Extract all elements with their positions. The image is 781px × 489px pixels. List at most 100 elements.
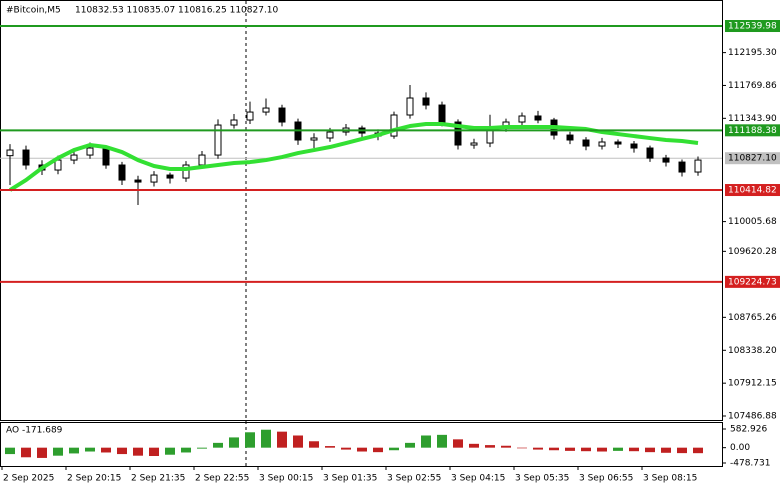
ao-bar <box>101 447 111 453</box>
level-label: 112539.98 <box>728 22 777 32</box>
ao-bar <box>453 439 463 448</box>
candle-body <box>326 131 334 139</box>
candle-body <box>518 115 526 123</box>
y-tick-label: 108338.20 <box>728 346 777 356</box>
ao-bar <box>261 429 271 448</box>
ao-bar <box>645 447 655 453</box>
ao-bar <box>69 447 79 454</box>
ao-bar <box>165 447 175 455</box>
ao-tick-label: -478.731 <box>730 459 770 469</box>
ao-bar <box>533 447 543 450</box>
candle-body <box>694 159 702 173</box>
level-label: 109224.73 <box>728 277 777 287</box>
ao-bar <box>485 445 495 448</box>
candle-body <box>310 137 318 141</box>
ao-bar <box>309 441 319 448</box>
candle-body <box>198 154 206 166</box>
candle-body <box>230 119 238 126</box>
candle-body <box>182 164 190 179</box>
symbol: #Bitcoin,M5 <box>6 6 61 16</box>
ao-bar <box>437 434 447 448</box>
level-label: 111188.38 <box>728 126 777 136</box>
ao-bar <box>181 447 191 453</box>
ao-bar <box>5 447 15 455</box>
ao-bar <box>693 447 703 454</box>
ao-bar <box>21 447 31 458</box>
level-label-bg <box>725 275 780 288</box>
candle-body <box>566 134 574 141</box>
ao-bar <box>213 442 223 448</box>
ao-bar <box>565 447 575 451</box>
ao-frame <box>0 422 723 467</box>
candle-body <box>582 139 590 147</box>
ao-bar <box>85 447 95 452</box>
ao-tick-label: 582.926 <box>730 424 767 434</box>
y-tick-label: 110005.68 <box>728 217 777 227</box>
ao-bar <box>373 447 383 453</box>
candle-body <box>6 149 14 157</box>
ao-bar <box>677 447 687 454</box>
ao-bar <box>293 435 303 448</box>
candle-body <box>630 143 638 149</box>
ao-bar <box>325 446 335 448</box>
candle-body <box>278 107 286 123</box>
ao-bar <box>629 447 639 452</box>
candle-body <box>214 124 222 156</box>
y-tick-label: 108765.26 <box>728 313 777 323</box>
current-label: 110827.10 <box>728 154 777 164</box>
candle-body <box>454 121 462 146</box>
x-tick-label: 2 Sep 2025 <box>3 474 54 484</box>
candle-body <box>438 104 446 123</box>
current-label-bg <box>725 152 780 165</box>
ao-bar <box>581 447 591 452</box>
ao-bar <box>421 435 431 448</box>
ao-bar <box>517 447 527 449</box>
x-tick-label: 3 Sep 05:35 <box>515 474 569 484</box>
ao-bar <box>277 431 287 448</box>
level-label: 110414.82 <box>728 186 777 196</box>
candle-body <box>614 141 622 145</box>
candle-body <box>102 147 110 166</box>
candle-body <box>166 174 174 179</box>
ao-bar <box>613 447 623 451</box>
x-tick-label: 2 Sep 20:15 <box>67 474 121 484</box>
candle-body <box>118 164 126 181</box>
x-tick-label: 3 Sep 00:15 <box>259 474 313 484</box>
y-tick-label: 112195.30 <box>728 48 777 58</box>
moving-average <box>8 122 699 192</box>
y-tick-label: 107912.15 <box>728 379 777 389</box>
candle-body <box>662 157 670 163</box>
ao-bar <box>37 447 47 458</box>
level-label-bg <box>725 184 780 197</box>
ao-bar <box>149 447 159 457</box>
ao-bar <box>357 447 367 452</box>
x-tick-label: 3 Sep 01:35 <box>323 474 377 484</box>
ao-bar <box>229 437 239 448</box>
candle-body <box>678 161 686 173</box>
candle-body <box>22 149 30 166</box>
ao-bar <box>469 443 479 448</box>
x-tick-label: 2 Sep 22:55 <box>195 474 249 484</box>
ao-bar <box>53 447 63 456</box>
x-tick-label: 3 Sep 02:55 <box>387 474 441 484</box>
x-tick-label: 2 Sep 21:35 <box>131 474 185 484</box>
candle-body <box>246 111 254 121</box>
ao-bar <box>245 432 255 448</box>
y-tick-label: 111343.90 <box>728 114 777 124</box>
y-tick-label: 109620.28 <box>728 247 777 257</box>
candle-body <box>406 97 414 116</box>
level-label-bg <box>725 124 780 137</box>
candle-body <box>70 154 78 161</box>
ao-bar <box>117 447 127 455</box>
level-label-bg <box>725 20 780 33</box>
ao-tick-label: 0.00 <box>730 443 750 453</box>
ao-bar <box>389 447 399 451</box>
main-frame <box>0 0 723 421</box>
candle-body <box>390 114 398 137</box>
candle-body <box>134 179 142 183</box>
x-tick-label: 3 Sep 04:15 <box>451 474 505 484</box>
candle-body <box>598 141 606 147</box>
ao-label: AO -171.689 <box>6 426 63 436</box>
candle-body <box>470 142 478 146</box>
